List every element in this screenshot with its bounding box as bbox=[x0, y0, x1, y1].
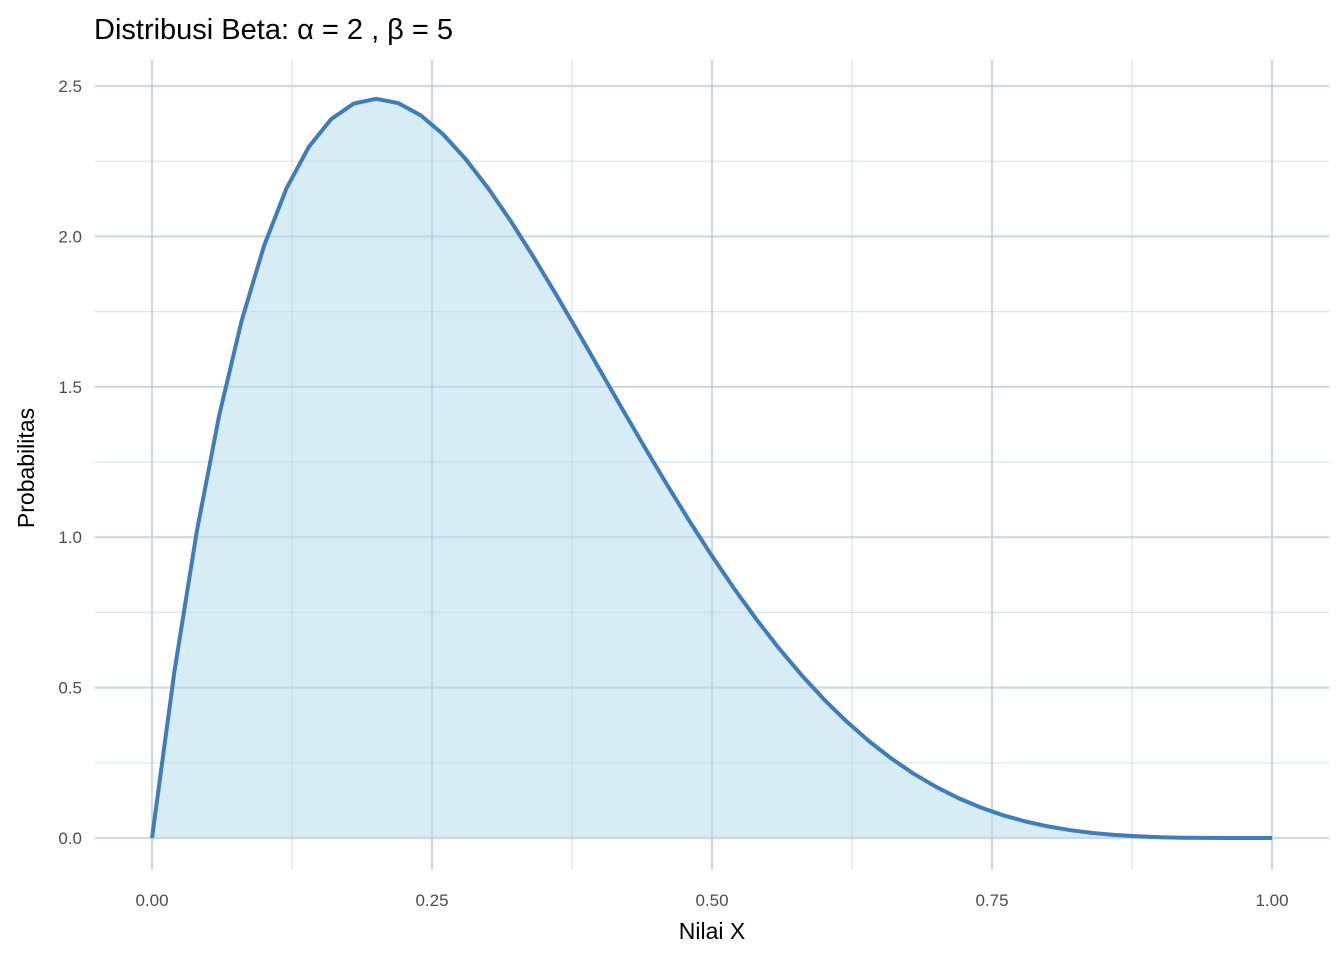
chart-title: Distribusi Beta: α = 2 , β = 5 bbox=[94, 14, 453, 46]
x-tick-label: 0.00 bbox=[135, 891, 168, 910]
density-area bbox=[152, 98, 1272, 839]
y-tick-label: 2.5 bbox=[58, 77, 82, 96]
x-axis-title: Nilai X bbox=[679, 918, 745, 944]
x-tick-label: 0.50 bbox=[695, 891, 728, 910]
y-axis-title: Probabilitas bbox=[13, 408, 39, 528]
x-tick-label: 0.75 bbox=[975, 891, 1008, 910]
density-line bbox=[150, 96, 1272, 840]
x-tick-label: 0.25 bbox=[415, 891, 448, 910]
x-tick-label: 1.00 bbox=[1255, 891, 1288, 910]
y-tick-label: 1.5 bbox=[58, 378, 82, 397]
y-tick-label: 2.0 bbox=[58, 227, 82, 246]
y-tick-label: 1.0 bbox=[58, 528, 82, 547]
y-tick-label: 0.5 bbox=[58, 679, 82, 698]
y-tick-labels: 0.0 0.5 1.0 1.5 2.0 2.5 bbox=[58, 77, 82, 848]
y-tick-label: 0.0 bbox=[58, 829, 82, 848]
x-tick-labels: 0.00 0.25 0.50 0.75 1.00 bbox=[135, 891, 1288, 910]
